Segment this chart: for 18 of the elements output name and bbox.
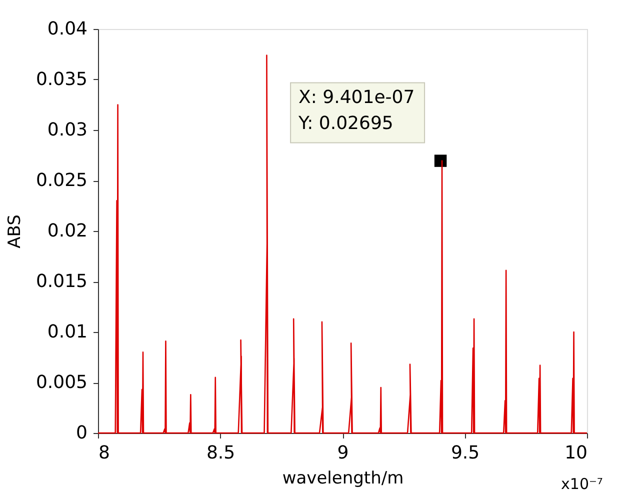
- y-tick-label: 0.005: [36, 372, 88, 393]
- x-tick-label: 8.5: [206, 442, 236, 464]
- x-tick-label: 10: [564, 442, 588, 464]
- y-tick-label: 0.04: [47, 18, 88, 40]
- y-tick-label: 0.02: [47, 220, 88, 242]
- y-axis-title: ABS: [4, 214, 25, 248]
- x-tick-label: 9.5: [450, 442, 480, 464]
- y-tick-label: 0.015: [36, 271, 88, 292]
- y-tick-label: 0: [76, 422, 88, 444]
- y-tick-label: 0.035: [36, 69, 88, 90]
- y-tick-label: 0.025: [36, 170, 88, 191]
- x-tick-label: 8: [98, 442, 110, 464]
- y-tick-label: 0.01: [47, 322, 88, 342]
- text: x10⁻⁷: [561, 475, 603, 493]
- y-tick-label: 0.03: [47, 120, 88, 140]
- x-tick-label: 9: [337, 442, 349, 464]
- annotation: X: 9.401e-07 Y: 0.02695: [298, 86, 415, 134]
- x-axis-title: wavelength/m: [282, 468, 404, 488]
